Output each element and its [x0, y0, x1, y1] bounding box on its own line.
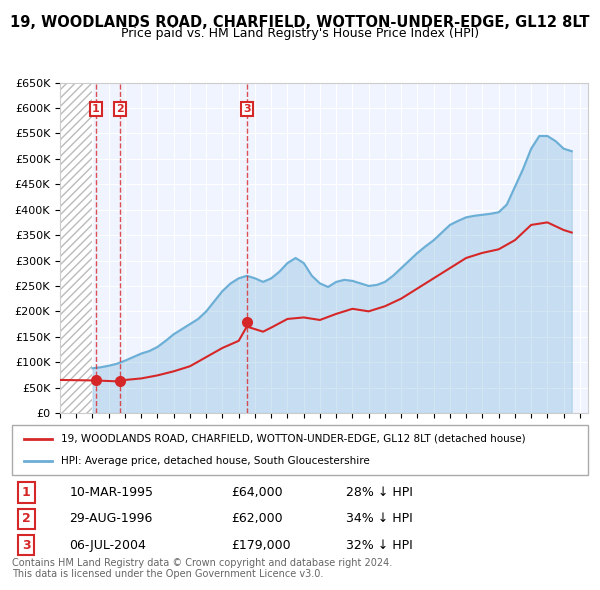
Text: Price paid vs. HM Land Registry's House Price Index (HPI): Price paid vs. HM Land Registry's House …: [121, 27, 479, 40]
Text: 32% ↓ HPI: 32% ↓ HPI: [346, 539, 413, 552]
Text: 3: 3: [243, 104, 251, 114]
Text: 1: 1: [22, 486, 31, 499]
Text: HPI: Average price, detached house, South Gloucestershire: HPI: Average price, detached house, Sout…: [61, 456, 370, 466]
Text: £64,000: £64,000: [231, 486, 283, 499]
Text: 19, WOODLANDS ROAD, CHARFIELD, WOTTON-UNDER-EDGE, GL12 8LT: 19, WOODLANDS ROAD, CHARFIELD, WOTTON-UN…: [10, 15, 590, 30]
Text: £62,000: £62,000: [231, 512, 283, 525]
Text: Contains HM Land Registry data © Crown copyright and database right 2024.
This d: Contains HM Land Registry data © Crown c…: [12, 558, 392, 579]
Bar: [60, 83, 92, 413]
Text: 06-JUL-2004: 06-JUL-2004: [70, 539, 146, 552]
Text: £179,000: £179,000: [231, 539, 290, 552]
Text: 2: 2: [116, 104, 124, 114]
Bar: [60, 83, 92, 413]
FancyBboxPatch shape: [12, 425, 588, 475]
Text: 10-MAR-1995: 10-MAR-1995: [70, 486, 154, 499]
Text: 28% ↓ HPI: 28% ↓ HPI: [346, 486, 413, 499]
Text: 3: 3: [22, 539, 31, 552]
Text: 2: 2: [22, 512, 31, 525]
Text: 34% ↓ HPI: 34% ↓ HPI: [346, 512, 413, 525]
Text: 1: 1: [92, 104, 100, 114]
Text: 19, WOODLANDS ROAD, CHARFIELD, WOTTON-UNDER-EDGE, GL12 8LT (detached house): 19, WOODLANDS ROAD, CHARFIELD, WOTTON-UN…: [61, 434, 526, 444]
Text: 29-AUG-1996: 29-AUG-1996: [70, 512, 153, 525]
